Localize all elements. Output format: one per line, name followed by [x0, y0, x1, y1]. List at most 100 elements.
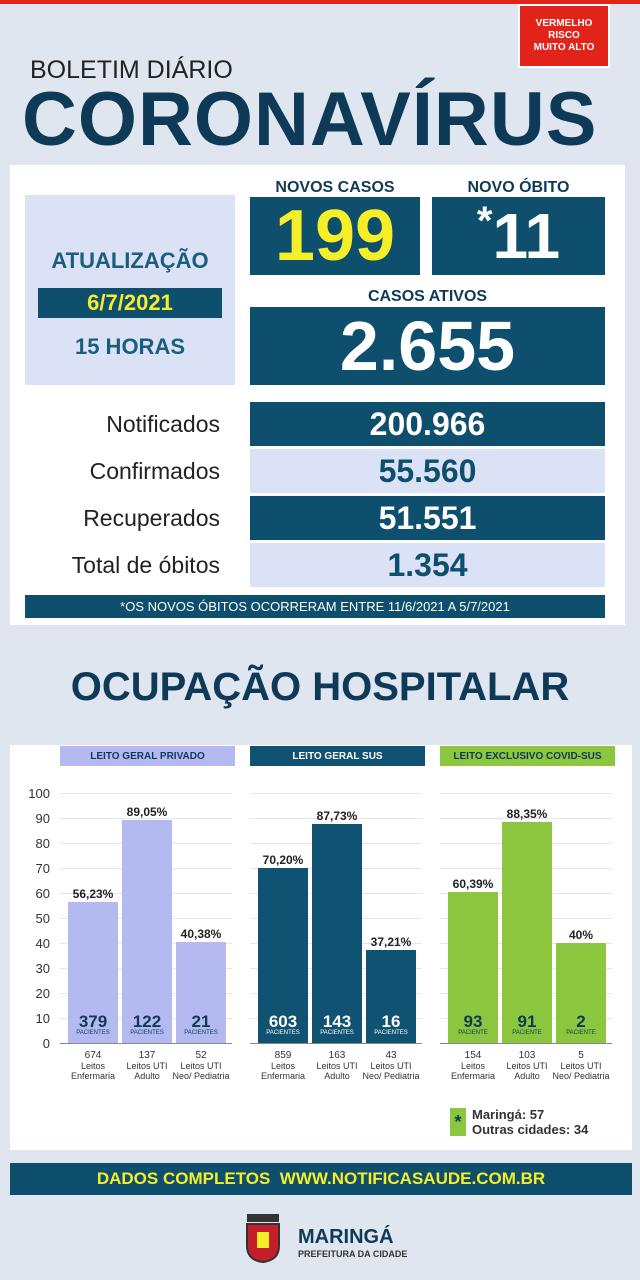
chart-title: LEITO GERAL PRIVADO — [60, 746, 235, 766]
patients: 93 — [463, 1012, 483, 1031]
bar — [176, 942, 226, 1043]
bar — [502, 822, 552, 1043]
title: CORONAVÍRUS — [22, 77, 598, 162]
value-label: 40,38% — [180, 927, 222, 942]
patients: 143 — [322, 1012, 352, 1031]
total-label: Recuperados — [83, 504, 220, 531]
risk-line: MUITO ALTO — [533, 42, 595, 53]
grid-line — [60, 1043, 232, 1044]
bar — [68, 902, 118, 1043]
top-strip — [0, 0, 640, 4]
asterisk: * — [476, 199, 493, 243]
beds: 154 — [464, 1050, 482, 1061]
total-label: Total de óbitos — [71, 551, 220, 578]
total-label: Confirmados — [89, 457, 220, 484]
logo-name: MARINGÁ — [298, 1226, 394, 1248]
patients-label: PACIENTES — [320, 1030, 354, 1036]
total-value: 55.560 — [250, 449, 605, 493]
y-tick-label: 50 — [35, 911, 50, 926]
logo-subtitle: PREFEITURA DA CIDADE — [298, 1249, 408, 1259]
patients: 16 — [381, 1012, 401, 1031]
chart-title: LEITO GERAL SUS — [250, 746, 425, 766]
patients-label: PACIENTE — [566, 1030, 596, 1036]
y-tick-label: 30 — [35, 961, 50, 976]
bar — [122, 820, 172, 1043]
value-label: 70,20% — [262, 852, 304, 867]
grid-line — [60, 818, 232, 819]
new-cases-label: NOVOS CASOS — [275, 179, 395, 196]
update-date: 6/7/2021 — [38, 288, 222, 318]
legend-line: Outras cidades: 34 — [472, 1122, 589, 1137]
x-tick-label: Leitos UTI Neo/ Pediatria — [362, 1061, 420, 1081]
patients-label: PACIENTES — [184, 1030, 218, 1036]
value-label: 88,35% — [506, 807, 548, 822]
legend-mark: * — [450, 1108, 466, 1136]
update-label: ATUALIZAÇÃO — [51, 248, 209, 273]
total-value: 200.966 — [250, 402, 605, 446]
beds: 52 — [195, 1050, 207, 1061]
patients: 603 — [268, 1012, 298, 1031]
patients-label: PACIENTES — [130, 1030, 164, 1036]
chart-title: LEITO EXCLUSIVO COVID-SUS — [440, 746, 615, 766]
grid-line — [60, 793, 232, 794]
grid-line — [250, 818, 422, 819]
beds: 43 — [385, 1050, 397, 1061]
patients-label: PACIENTE — [512, 1030, 542, 1036]
beds: 163 — [328, 1050, 346, 1061]
x-tick-label: Leitos UTI Adulto — [126, 1061, 168, 1081]
value-label: 89,05% — [126, 805, 168, 820]
x-tick-label: Leitos UTI Neo/ Pediatria — [552, 1061, 610, 1081]
total-value: 51.551 — [250, 496, 605, 540]
y-tick-label: 80 — [35, 836, 50, 851]
new-deaths-label: NOVO ÓBITO — [467, 179, 570, 196]
patients-label: PACIENTES — [266, 1030, 300, 1036]
patients: 21 — [191, 1012, 211, 1031]
bar — [448, 892, 498, 1043]
update-time: 15 HORAS — [74, 334, 186, 359]
beds: 137 — [138, 1050, 156, 1061]
y-tick-label: 100 — [28, 786, 50, 801]
value-label: 60,39% — [452, 877, 494, 892]
grid-line — [440, 1043, 612, 1044]
y-tick-label: 70 — [35, 861, 50, 876]
x-tick-label: Leitos UTI Adulto — [316, 1061, 358, 1081]
x-tick-label: Leitos UTI Adulto — [506, 1061, 548, 1081]
bar — [258, 867, 308, 1043]
bar — [312, 823, 362, 1043]
new-cases-value: 199 — [250, 196, 420, 276]
y-tick-label: 60 — [35, 886, 50, 901]
value-label: 37,21% — [370, 934, 412, 949]
active-value: 2.655 — [250, 307, 605, 385]
footer: DADOS COMPLETOS WWW.NOTIFICASAUDE.COM.BR — [10, 1163, 632, 1195]
y-tick-label: 90 — [35, 811, 50, 826]
patients: 2 — [576, 1012, 586, 1031]
beds: 5 — [578, 1050, 584, 1061]
risk-badge: VERMELHO RISCO MUITO ALTO — [518, 4, 610, 68]
bar — [366, 949, 416, 1043]
new-deaths-box: * 11 — [432, 197, 605, 275]
y-tick-label: 20 — [35, 986, 50, 1001]
patients: 122 — [132, 1012, 162, 1031]
subtitle: BOLETIM DIÁRIO — [30, 56, 233, 84]
section-title: OCUPAÇÃO HOSPITALAR — [70, 665, 570, 709]
x-tick-label: Leitos Enfermaria — [450, 1061, 495, 1081]
legend-text: Maringá: 57 Outras cidades: 34 — [472, 1107, 588, 1137]
patients-label: PACIENTE — [458, 1030, 488, 1036]
x-tick-label: Leitos Enfermaria — [70, 1061, 115, 1081]
bar — [556, 943, 606, 1043]
legend-line: Maringá: 57 — [472, 1107, 545, 1122]
beds: 859 — [274, 1050, 292, 1061]
value-label: 40% — [568, 928, 594, 942]
patients-label: PACIENTES — [76, 1030, 110, 1036]
grid-line — [250, 1043, 422, 1044]
total-value: 1.354 — [250, 543, 605, 587]
y-tick-label: 40 — [35, 936, 50, 951]
patients: 91 — [517, 1012, 537, 1031]
value-label: 56,23% — [72, 887, 114, 902]
beds: 103 — [518, 1050, 536, 1061]
crest — [246, 1214, 280, 1264]
beds: 674 — [84, 1050, 102, 1061]
y-tick-label: 0 — [42, 1036, 50, 1051]
